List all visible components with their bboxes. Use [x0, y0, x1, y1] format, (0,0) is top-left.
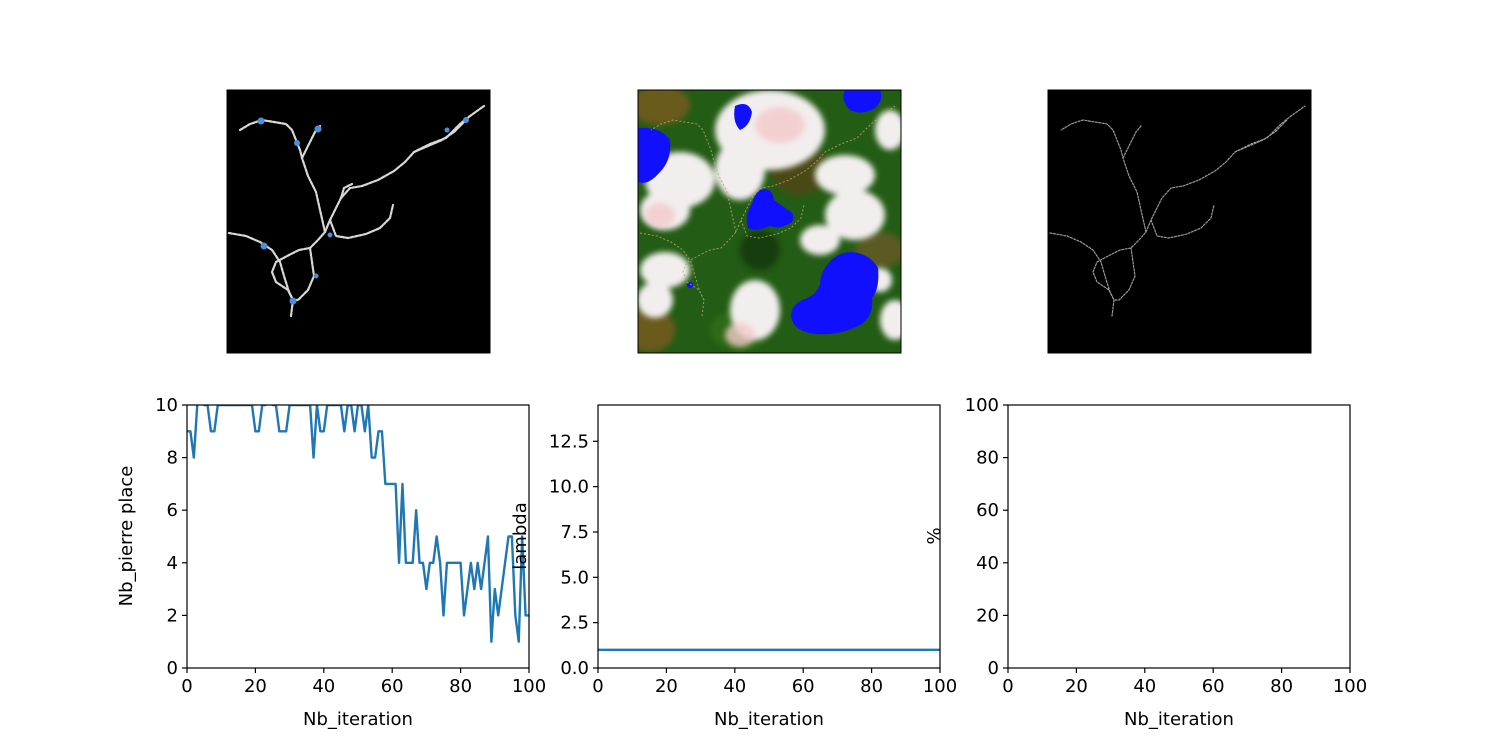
y-tick-label: 100	[965, 395, 999, 416]
y-axis-label: lambda	[510, 502, 531, 569]
x-tick-label: 40	[1133, 676, 1156, 697]
x-tick-label: 40	[723, 676, 746, 697]
axes-frame	[186, 404, 530, 669]
y-tick-label: 4	[167, 553, 178, 574]
x-axis-label: Nb_iteration	[303, 709, 413, 730]
axes-frame	[1007, 404, 1351, 669]
x-tick-label: 80	[1270, 676, 1293, 697]
river-skeleton-image	[1047, 89, 1312, 354]
x-tick-label: 60	[792, 676, 815, 697]
x-tick-label: 100	[923, 676, 957, 697]
x-tick-label: 20	[244, 676, 267, 697]
x-tick-label: 80	[860, 676, 883, 697]
y-tick-label: 0	[988, 658, 999, 679]
river-network-image	[226, 89, 491, 354]
y-axis-label: %	[924, 527, 945, 544]
y-tick-label: 7.5	[560, 522, 589, 543]
x-axis-label: Nb_iteration	[714, 709, 824, 730]
y-tick-label: 60	[976, 500, 999, 521]
y-axis-label: Nb_pierre place	[116, 466, 137, 607]
y-tick-label: 6	[167, 500, 178, 521]
x-tick-label: 60	[1202, 676, 1225, 697]
x-tick-label: 100	[512, 676, 546, 697]
x-tick-label: 100	[1333, 676, 1367, 697]
chart-percent: 0 20 40 60 80 100 0 20 40 60 80 100 Nb_iteration %	[924, 395, 1367, 730]
chart-lambda: 0 20 40 60 80 100 0.0 2.5 5.0 7.5 10.0 12.5 Nb_iter…	[510, 404, 957, 730]
x-tick-label: 80	[449, 676, 472, 697]
y-tick-label: 2	[167, 605, 178, 626]
x-tick-label: 0	[181, 676, 192, 697]
y-tick-label: 2.5	[560, 613, 589, 634]
series-line	[187, 405, 529, 643]
y-tick-label: 10.0	[549, 477, 589, 498]
y-tick-label: 10	[155, 395, 178, 416]
x-tick-label: 0	[592, 676, 603, 697]
x-tick-label: 60	[381, 676, 404, 697]
y-tick-label: 20	[976, 605, 999, 626]
y-tick-label: 80	[976, 448, 999, 469]
x-tick-label: 40	[312, 676, 335, 697]
y-tick-label: 8	[167, 448, 178, 469]
y-tick-label: 0.0	[560, 658, 589, 679]
terrain-map-image	[637, 89, 902, 354]
y-tick-label: 12.5	[549, 431, 589, 452]
chart-nb-pierre-place: 0 20 40 60 80 100 0 2 4 6 8 10 Nb_iteration Nb_pier…	[116, 395, 546, 730]
x-tick-label: 0	[1002, 676, 1013, 697]
x-tick-label: 20	[1065, 676, 1088, 697]
y-tick-label: 5.0	[560, 567, 589, 588]
x-tick-label: 20	[655, 676, 678, 697]
axes-frame	[597, 404, 941, 669]
y-tick-label: 40	[976, 553, 999, 574]
y-tick-label: 0	[167, 658, 178, 679]
x-axis-label: Nb_iteration	[1124, 709, 1234, 730]
